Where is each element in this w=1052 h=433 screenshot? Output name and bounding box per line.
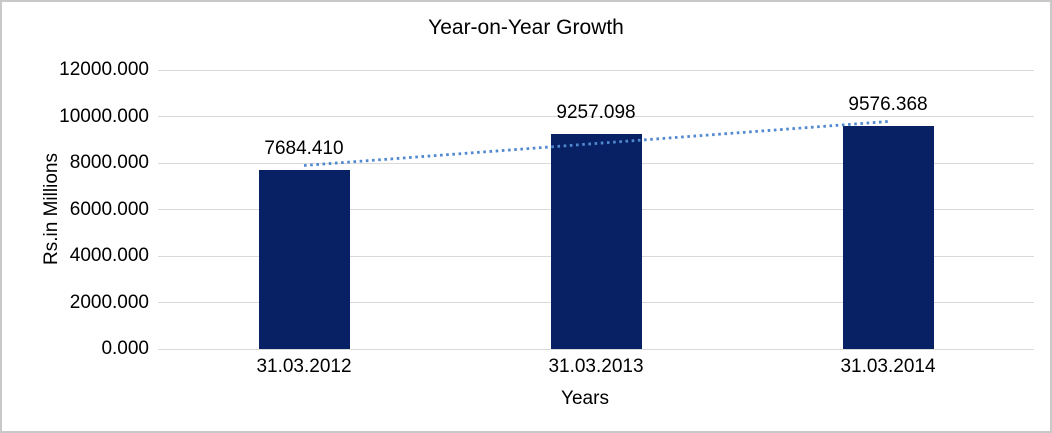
gridline: [158, 116, 1034, 117]
gridline: [158, 348, 1034, 350]
y-tick-label: 0.000: [101, 338, 149, 359]
y-tick-label: 4000.000: [69, 245, 149, 266]
data-label: 9576.368: [848, 94, 928, 116]
y-tick-label: 6000.000: [69, 198, 149, 220]
gridline: [158, 69, 1034, 71]
trendline: [303, 120, 889, 167]
plot-area: 7684.410 9257.098 9576.368: [158, 69, 1034, 350]
x-tick-label: 31.03.2013: [548, 356, 644, 377]
data-label: 7684.410: [264, 138, 344, 160]
y-tick-label: 10000.000: [59, 105, 149, 127]
x-axis-title: Years: [561, 388, 609, 409]
chart-title: Year-on-Year Growth: [428, 16, 624, 39]
y-tick-label: 12000.000: [59, 59, 149, 80]
bar: [842, 126, 934, 349]
x-tick-label: 31.03.2014: [840, 356, 936, 377]
x-tick-label: 31.03.2012: [256, 356, 352, 377]
bar: [550, 133, 642, 349]
bar: [258, 170, 350, 349]
y-tick-label: 2000.000: [69, 291, 149, 313]
y-tick-label: 8000.000: [69, 152, 149, 173]
data-label: 9257.098: [556, 101, 636, 123]
